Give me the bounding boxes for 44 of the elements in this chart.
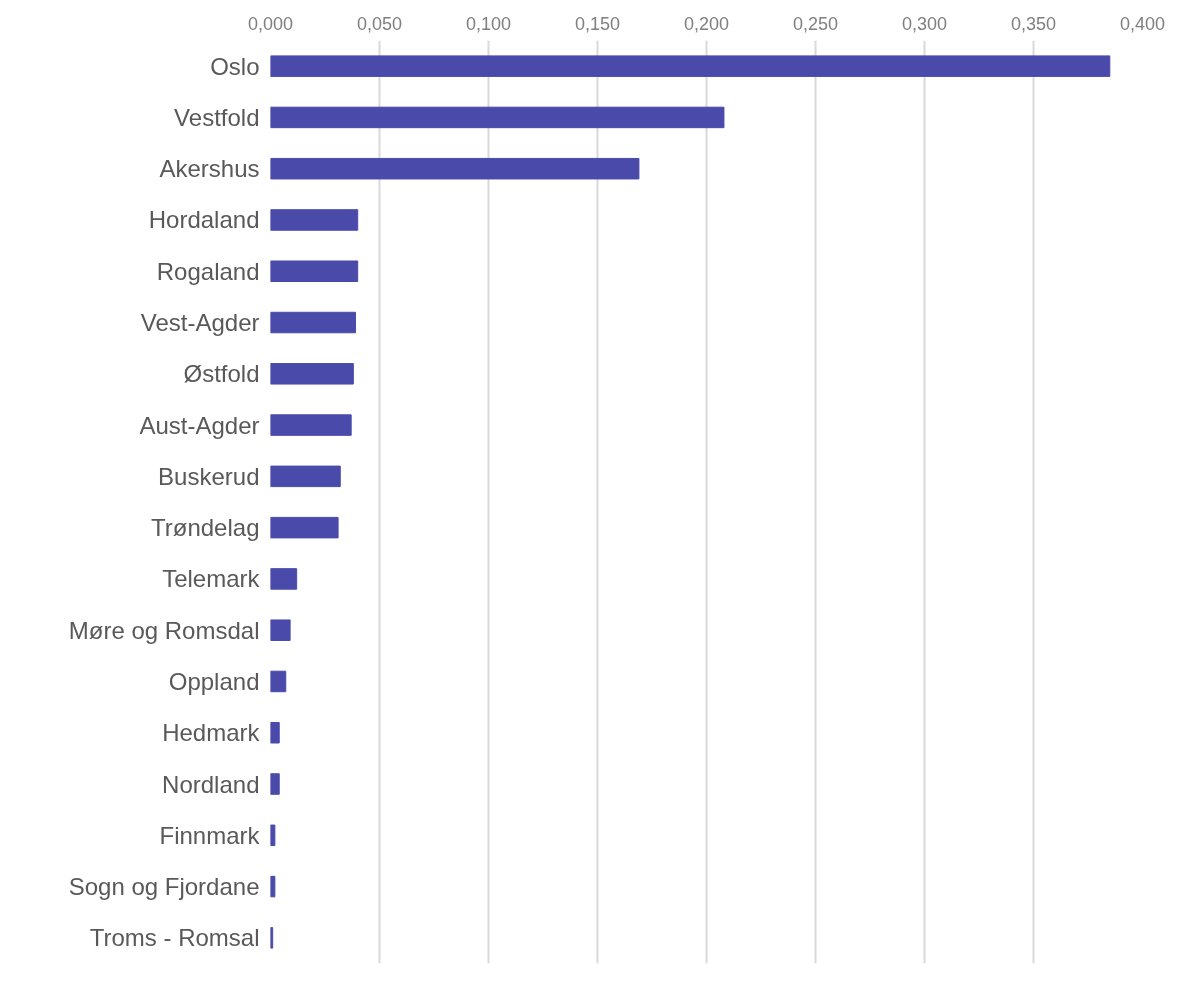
y-tick-label: Rogaland xyxy=(156,257,260,285)
y-tick-label: Aust-Agder xyxy=(139,411,260,439)
bar xyxy=(270,106,725,129)
y-tick-label: Østfold xyxy=(183,360,260,388)
y-tick-label: Vestfold xyxy=(174,103,260,131)
bar xyxy=(270,465,341,488)
x-tick-label: 0,000 xyxy=(247,13,294,34)
x-tick-label: 0,350 xyxy=(1010,13,1057,34)
x-tick-label: 0,150 xyxy=(574,13,621,34)
bar xyxy=(270,157,640,180)
x-tick-label: 0,300 xyxy=(901,13,948,34)
bar xyxy=(270,311,357,334)
bar xyxy=(270,824,276,847)
bar xyxy=(270,773,280,795)
y-tick-label: Oslo xyxy=(210,52,260,80)
x-tick-label: 0,200 xyxy=(683,13,730,34)
y-tick-label: Troms - Romsal xyxy=(89,924,260,952)
x-tick-label: 0,100 xyxy=(465,13,512,34)
bar xyxy=(270,670,287,693)
bar xyxy=(270,260,359,283)
bar xyxy=(270,414,352,436)
x-tick-label: 0,250 xyxy=(792,13,839,34)
bar xyxy=(270,721,280,744)
x-tick-label: 0,050 xyxy=(356,13,403,34)
y-tick-label: Sogn og Fjordane xyxy=(68,873,260,901)
y-tick-label: Vest-Agder xyxy=(140,309,260,337)
bar xyxy=(270,619,291,641)
x-tick-label: 0,400 xyxy=(1119,13,1166,34)
bar xyxy=(270,209,359,231)
bar xyxy=(270,875,276,898)
bar xyxy=(270,516,339,539)
y-tick-label: Akershus xyxy=(159,155,260,183)
bar xyxy=(270,568,298,590)
y-tick-label: Buskerud xyxy=(158,462,260,490)
y-tick-label: Finnmark xyxy=(159,821,261,849)
y-tick-label: Nordland xyxy=(162,770,260,798)
y-tick-label: Telemark xyxy=(162,565,261,593)
bar xyxy=(270,363,354,385)
bar xyxy=(270,55,1111,77)
y-tick-label: Hedmark xyxy=(162,719,261,747)
y-tick-label: Møre og Romsdal xyxy=(68,616,260,644)
y-tick-label: Oppland xyxy=(168,667,260,695)
y-tick-label: Trøndelag xyxy=(151,514,260,542)
y-tick-label: Hordaland xyxy=(148,206,260,234)
